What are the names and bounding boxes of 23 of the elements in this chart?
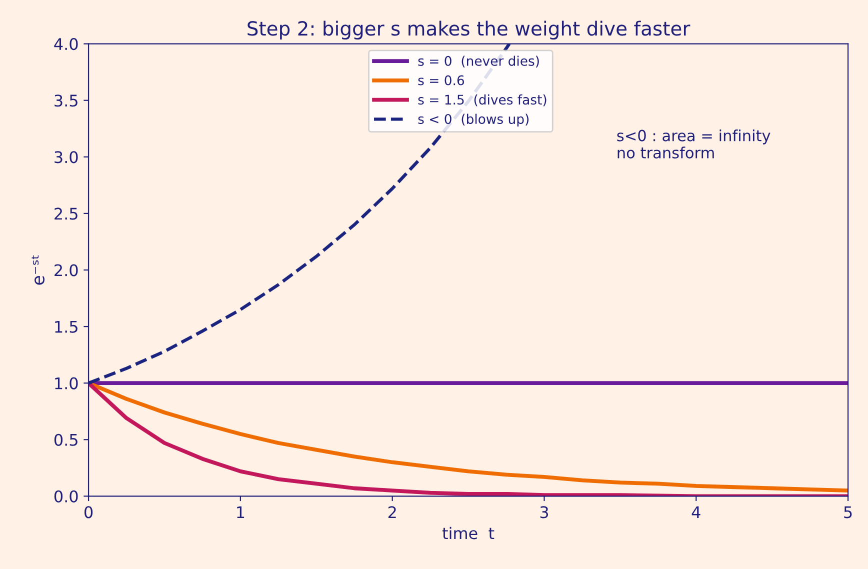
x-tick-label: 2: [388, 506, 396, 518]
y-tick-label: 3.5: [54, 94, 78, 107]
y-tick-label: 0.0: [54, 490, 78, 502]
y-tick-label: 4.0: [54, 38, 78, 50]
chart-title: Step 2: bigger s makes the weight dive faster: [248, 20, 690, 40]
y-tick-label: 0.5: [54, 434, 78, 446]
x-tick-label: 5: [844, 506, 852, 518]
x-tick-label: 1: [237, 506, 244, 518]
x-axis-title: time t: [442, 526, 494, 540]
legend-label: s = 0.6: [418, 75, 464, 86]
y-tick-label: 2.0: [54, 264, 78, 276]
annotation: s<0 : area = infinity no transform: [617, 130, 770, 158]
y-tick-label: 3.0: [54, 151, 78, 164]
y-tick-label: 1.0: [55, 377, 78, 390]
x-tick-label: 3: [540, 506, 548, 518]
x-tick-label: 0: [84, 506, 93, 518]
legend-label: s = 1.5 (dives fast): [418, 94, 546, 106]
y-axis-title: e⁻ˢᵗ: [32, 255, 44, 285]
legend-label: s = 0 (never dies): [418, 56, 539, 68]
x-tick-label: 4: [692, 506, 700, 518]
y-tick-label: 2.5: [54, 208, 78, 220]
y-tick-label: 1.5: [55, 320, 78, 333]
legend-label: s < 0 (blows up): [418, 114, 529, 127]
